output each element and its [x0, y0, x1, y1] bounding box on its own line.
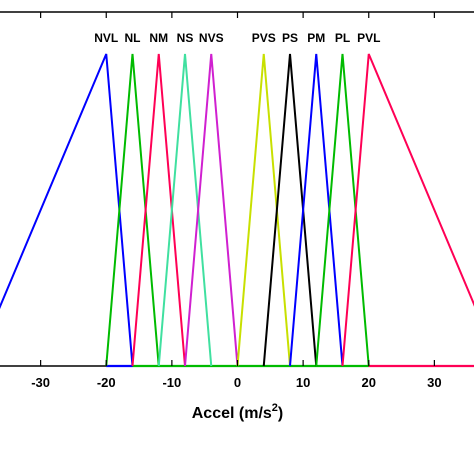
series-label-pvs: PVS — [252, 31, 276, 45]
series-line-nm — [131, 53, 186, 367]
plot-area: NVL NL NM NS NVS PVS PS PM PL PVL — [0, 11, 474, 368]
series-line-nvs — [184, 53, 239, 367]
series-labels: NVL NL NM NS NVS PVS PS PM PL PVL — [94, 31, 380, 45]
series-line-ps — [262, 53, 318, 367]
series-line-nvl — [0, 53, 134, 367]
series-label-nl: NL — [125, 31, 141, 45]
series-label-pm: PM — [307, 31, 325, 45]
x-axis-title: Accel (m/s2) — [192, 402, 284, 422]
x-tick-label: -20 — [97, 375, 116, 390]
series-line-pl — [315, 53, 370, 367]
x-tick-label: 30 — [427, 375, 441, 390]
x-ticks — [40, 12, 435, 366]
x-tick-labels: -30 -20 -10 0 10 20 30 — [31, 375, 441, 390]
series-label-nvs: NVS — [199, 31, 224, 45]
series-line-pvl — [341, 53, 474, 367]
x-tick-label: 20 — [362, 375, 376, 390]
series-label-pl: PL — [335, 31, 350, 45]
x-tick-label: 0 — [234, 375, 241, 390]
series-lines — [0, 53, 474, 367]
x-tick-label: 10 — [296, 375, 310, 390]
series-label-nvl: NVL — [94, 31, 118, 45]
series-label-ns: NS — [177, 31, 194, 45]
series-label-ps: PS — [282, 31, 298, 45]
series-line-pm — [289, 53, 344, 367]
x-axis-title-superscript: 2 — [272, 402, 278, 414]
series-label-nm: NM — [149, 31, 168, 45]
series-line-ns — [157, 53, 213, 367]
x-tick-label: -30 — [31, 375, 50, 390]
x-axis-title-main: Accel (m/s — [192, 405, 272, 422]
axes-box — [0, 11, 474, 367]
series-line-pvs — [236, 53, 291, 367]
x-axis-title-suffix: ) — [278, 405, 283, 422]
x-tick-label: -10 — [162, 375, 181, 390]
series-line-nl — [105, 53, 160, 367]
series-label-pvl: PVL — [357, 31, 380, 45]
